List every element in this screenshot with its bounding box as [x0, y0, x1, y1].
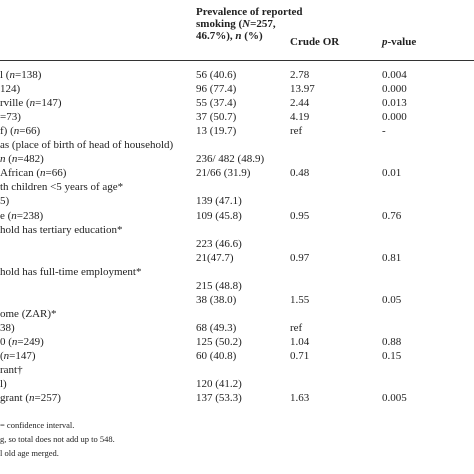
cell: 21(47.7): [196, 251, 234, 264]
row-label: hold has full-time employment*: [0, 265, 142, 278]
cell: 0.81: [382, 251, 402, 264]
row-label: rville (n=147): [0, 97, 62, 110]
row-label: n (n=482): [0, 153, 44, 166]
cell: 0.15: [382, 350, 402, 362]
cell: ref: [290, 321, 303, 334]
row-label: =73): [0, 111, 21, 124]
row-label: African (n=66): [0, 167, 67, 180]
row-label: l (n=138): [0, 69, 42, 81]
cell: 68 (49.3): [196, 321, 237, 334]
row-label: rant†: [0, 364, 23, 377]
cell: 0.88: [382, 335, 402, 348]
row-label: l): [0, 378, 7, 391]
cell: 0.76: [382, 209, 402, 222]
cell: 0.000: [382, 83, 407, 96]
cell: 0.013: [382, 97, 407, 110]
row-label: th children <5 years of age*: [0, 181, 124, 194]
row-label: ome (ZAR)*: [0, 307, 57, 320]
cell: 13 (19.7): [196, 125, 237, 138]
cell: 1.63: [290, 392, 310, 405]
cell: 0.000: [382, 111, 407, 124]
row-label: hold has tertiary education*: [0, 223, 123, 236]
cell: 0.95: [290, 209, 310, 222]
cell: 0.01: [382, 167, 402, 180]
cell: 56 (40.6): [196, 69, 237, 81]
cell: 139 (47.1): [196, 195, 242, 208]
cell: 37 (50.7): [196, 111, 237, 124]
cell: 96 (77.4): [196, 83, 237, 96]
header-rule: [0, 60, 474, 61]
header-crude-or: Crude OR: [290, 36, 340, 48]
cell: 109 (45.8): [196, 209, 242, 222]
cell: 223 (46.6): [196, 237, 242, 250]
row-label: (n=147): [0, 350, 36, 362]
cell: 215 (48.8): [196, 279, 242, 292]
row-label: 38): [0, 321, 15, 334]
cell: 2.44: [290, 97, 310, 110]
cell: 60 (40.8): [196, 350, 237, 362]
cell: 236/ 482 (48.9): [196, 153, 265, 166]
cell: 0.05: [382, 293, 402, 306]
cell: 21/66 (31.9): [196, 167, 251, 180]
cell: 0.004: [382, 69, 407, 81]
cell: 13.97: [290, 83, 315, 96]
cell: -: [382, 125, 386, 138]
cell: 1.55: [290, 293, 310, 306]
row-label: 0 (n=249): [0, 335, 44, 348]
cell: 137 (53.3): [196, 392, 242, 405]
row-label: 124): [0, 83, 21, 96]
cell: 120 (41.2): [196, 378, 242, 391]
header-prevalence: Prevalence of reported smoking (N=257, 4…: [196, 6, 303, 42]
cell: 1.04: [290, 335, 310, 348]
footnote: = confidence interval.: [0, 420, 75, 430]
cell: 4.19: [290, 111, 310, 124]
row-label: grant (n=257): [0, 392, 61, 405]
cell: 0.97: [290, 251, 310, 264]
cell: 55 (37.4): [196, 97, 237, 110]
footnote: g, so total does not add up to 548.: [0, 434, 115, 444]
row-label: f) (n=66): [0, 125, 41, 138]
cell: 0.005: [382, 392, 407, 405]
row-label: 5): [0, 195, 10, 208]
footnote: l old age merged.: [0, 448, 59, 458]
cell: 2.78: [290, 69, 310, 81]
cell: 0.71: [290, 350, 310, 362]
row-label: e (n=238): [0, 209, 44, 222]
row-label: as (place of birth of head of household): [0, 139, 174, 152]
cell: ref: [290, 125, 303, 138]
cell: 0.48: [290, 167, 310, 180]
cell: 125 (50.2): [196, 335, 242, 348]
cell: 38 (38.0): [196, 293, 237, 306]
header-p-value: p-value: [382, 36, 417, 48]
